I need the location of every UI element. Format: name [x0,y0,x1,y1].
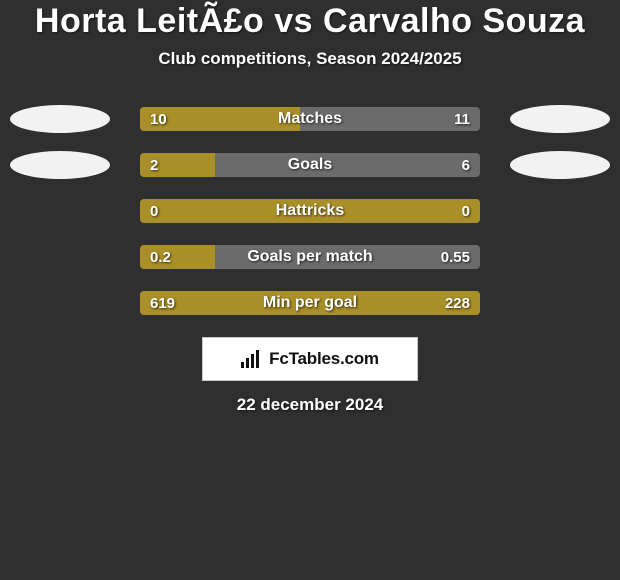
stat-bar-left-fill [140,291,480,315]
stat-bar: 0.2Goals per match0.55 [140,245,480,269]
stat-bar: 619Min per goal228 [140,291,480,315]
stat-row: 10Matches11 [0,107,620,131]
player-right-avatar [510,151,610,179]
stat-row: 2Goals6 [0,153,620,177]
branding-text: FcTables.com [269,349,379,369]
date-stamp: 22 december 2024 [0,395,620,415]
player-left-avatar [10,105,110,133]
subtitle: Club competitions, Season 2024/2025 [0,49,620,69]
stat-bar: 2Goals6 [140,153,480,177]
stat-bar-left-fill [140,245,215,269]
player-right-avatar [510,105,610,133]
bar-chart-icon [241,350,263,368]
stat-bar: 0Hattricks0 [140,199,480,223]
branding-box[interactable]: FcTables.com [202,337,418,381]
stat-row: 619Min per goal228 [0,291,620,315]
stat-bar-left-fill [140,107,300,131]
stat-row: 0Hattricks0 [0,199,620,223]
stat-right-value: 11 [454,107,470,131]
player-left-avatar [10,151,110,179]
stat-bar: 10Matches11 [140,107,480,131]
stat-bar-left-fill [140,199,480,223]
stat-bar-left-fill [140,153,215,177]
stat-right-value: 6 [462,153,470,177]
stat-row: 0.2Goals per match0.55 [0,245,620,269]
stat-right-value: 0.55 [441,245,470,269]
page-title: Horta LeitÃ£o vs Carvalho Souza [0,2,620,41]
